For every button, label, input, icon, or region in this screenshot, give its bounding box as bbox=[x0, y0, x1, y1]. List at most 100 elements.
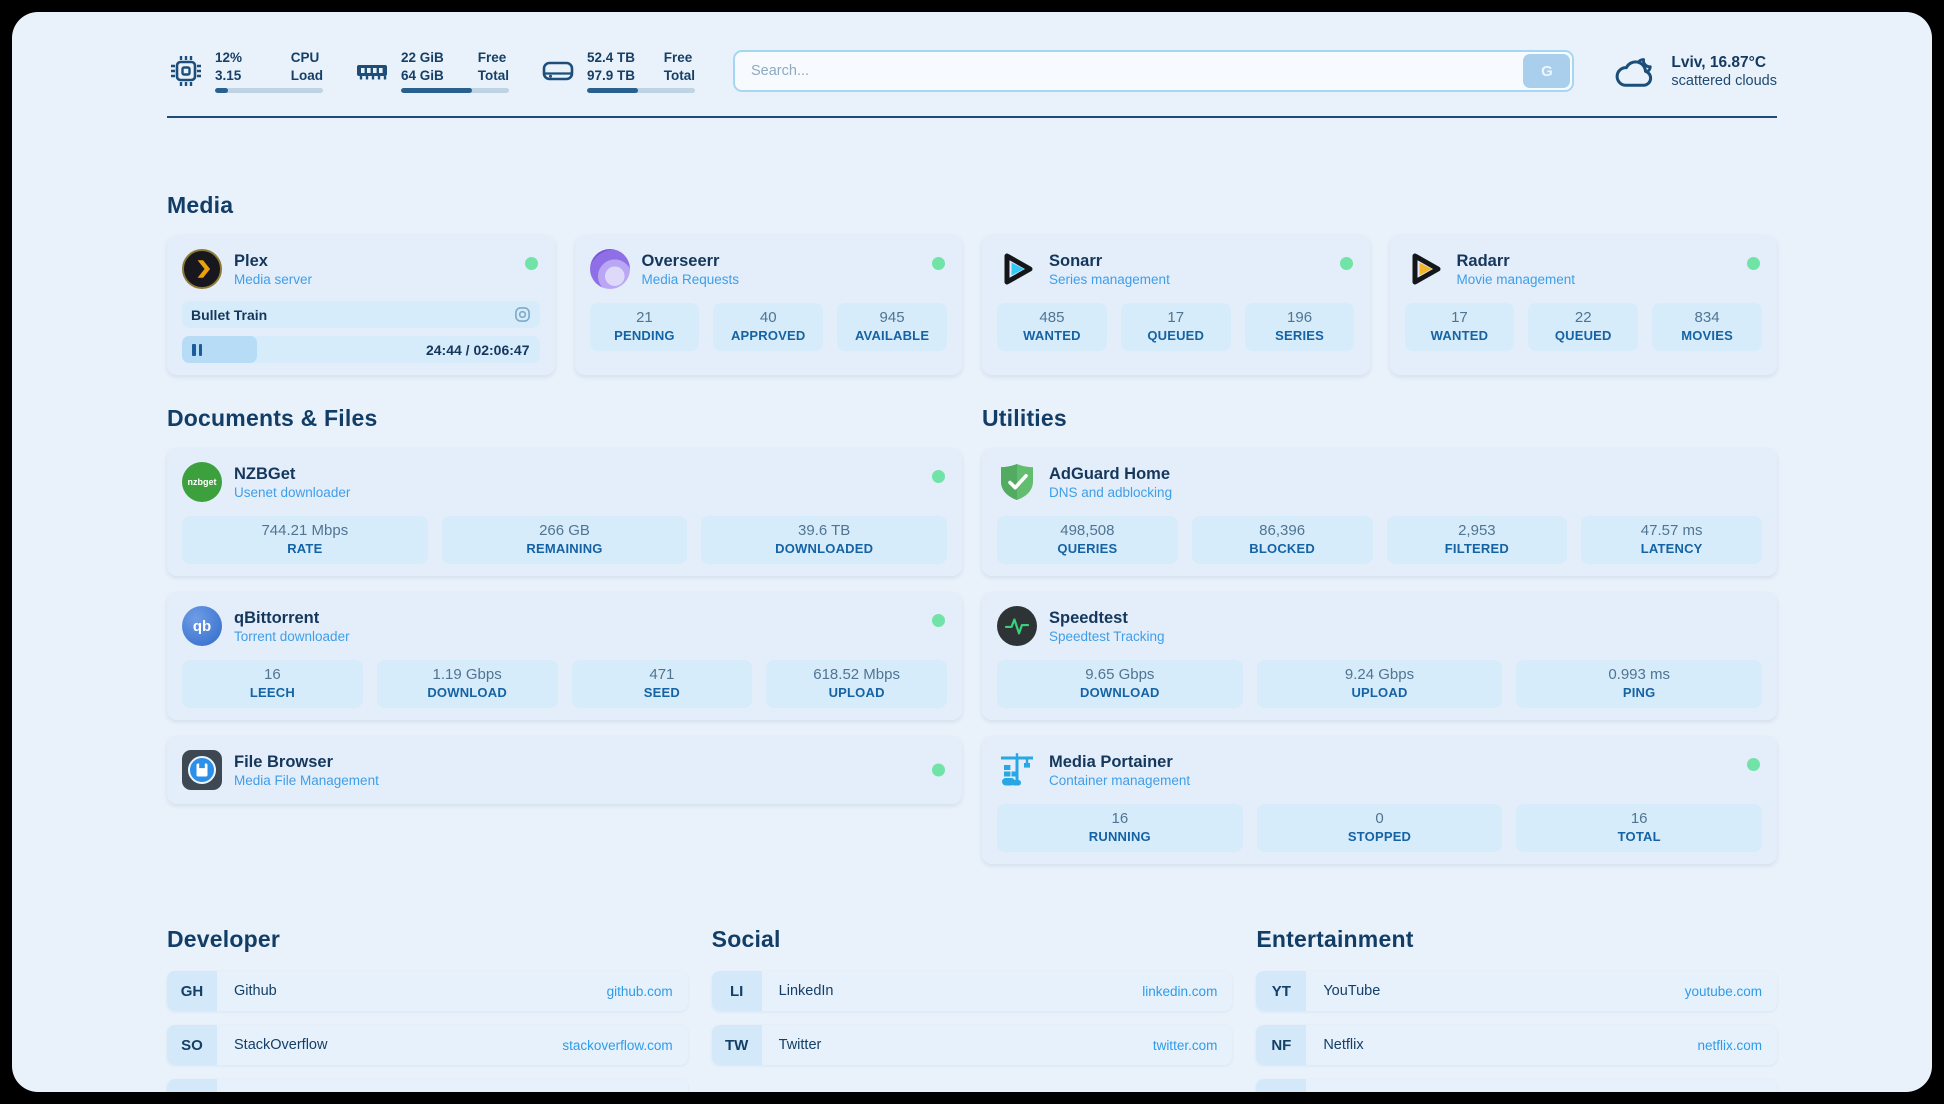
media-card-grid: Plex Media server Bullet Train 24:44 / 0… bbox=[167, 235, 1777, 375]
bookmark-name: Reddit bbox=[1323, 1091, 1365, 1092]
app-subtitle: Series management bbox=[1049, 272, 1170, 288]
bookmark-name: StackOverflow bbox=[234, 1037, 328, 1053]
cpu-progress-track bbox=[215, 88, 323, 94]
app-card-nzbget[interactable]: nzbget NZBGet Usenet downloader 744.21 M… bbox=[167, 448, 962, 576]
bookmarks-entertainment: Entertainment YT YouTube youtube.com NF … bbox=[1256, 926, 1777, 1092]
status-dot bbox=[932, 614, 945, 627]
stat-tile: 17 WANTED bbox=[1404, 303, 1515, 351]
app-subtitle: DNS and adblocking bbox=[1049, 485, 1173, 501]
bookmark-name: Github bbox=[234, 983, 277, 999]
app-card-plex[interactable]: Plex Media server Bullet Train 24:44 / 0… bbox=[167, 235, 555, 375]
app-title: Radarr bbox=[1456, 251, 1510, 270]
bookmark-url: linkedin.com bbox=[1142, 983, 1218, 999]
bookmark-netflix[interactable]: NF Netflix netflix.com bbox=[1256, 1025, 1777, 1065]
bookmark-name: Netflix bbox=[1323, 1037, 1364, 1053]
documents-column: Documents & Files nzbget NZBGet Usenet d… bbox=[167, 405, 962, 804]
speedtest-logo-icon bbox=[997, 606, 1037, 646]
app-card-qbittorrent[interactable]: qb qBittorrent Torrent downloader 16 LEE… bbox=[167, 592, 962, 720]
app-subtitle: Media File Management bbox=[234, 773, 379, 789]
playback-progress-bar[interactable]: 24:44 / 02:06:47 bbox=[182, 336, 540, 363]
disk-total-value: 97.9 TB bbox=[587, 67, 636, 83]
ram-widget: 22 GiB Free 64 GiB Total bbox=[353, 49, 509, 94]
qbittorrent-logo-icon: qb bbox=[182, 606, 222, 646]
bookmark-name: Twitter bbox=[778, 1037, 822, 1053]
stat-tile: 21 PENDING bbox=[589, 303, 700, 351]
overseerr-logo-icon bbox=[589, 249, 630, 289]
app-subtitle: Speedtest Tracking bbox=[1049, 629, 1165, 645]
bookmark-abbr: DT bbox=[167, 1079, 217, 1092]
stat-tile: 834 MOVIES bbox=[1652, 303, 1762, 351]
filebrowser-logo-icon bbox=[182, 750, 222, 790]
cpu-load-value: 3.15 bbox=[215, 67, 242, 83]
app-card-speedtest[interactable]: Speedtest Speedtest Tracking 9.65 Gbps D… bbox=[982, 592, 1777, 720]
bookmark-dev[interactable]: DT DEV dev.to bbox=[167, 1079, 688, 1092]
bookmark-linkedin[interactable]: LI LinkedIn linkedin.com bbox=[711, 971, 1233, 1011]
topbar-divider bbox=[167, 116, 1777, 118]
stat-tile: 0 STOPPED bbox=[1256, 804, 1503, 852]
stat-tile: 86,396 BLOCKED bbox=[1191, 516, 1373, 564]
app-title: NZBGet bbox=[234, 464, 296, 483]
cpu-usage-value: 12% bbox=[215, 49, 243, 65]
app-card-radarr[interactable]: Radarr Movie management 17 WANTED 22 QUE… bbox=[1389, 235, 1777, 375]
stat-tile: 16 LEECH bbox=[182, 660, 363, 708]
status-dot bbox=[932, 470, 945, 483]
bookmark-stackoverflow[interactable]: SO StackOverflow stackoverflow.com bbox=[167, 1025, 688, 1065]
bookmark-abbr: TW bbox=[711, 1025, 762, 1065]
stat-tile: 0.993 ms PING bbox=[1516, 660, 1763, 708]
app-card-filebrowser[interactable]: File Browser Media File Management bbox=[167, 736, 962, 804]
app-title: Media Portainer bbox=[1049, 752, 1173, 771]
stat-tile: 22 QUEUED bbox=[1528, 303, 1639, 351]
disk-progress-fill bbox=[587, 88, 638, 94]
ram-progress-track bbox=[401, 88, 509, 94]
stat-tile: 945 AVAILABLE bbox=[837, 303, 947, 351]
bookmark-github[interactable]: GH Github github.com bbox=[167, 971, 688, 1011]
stat-tile: 9.24 Gbps UPLOAD bbox=[1256, 660, 1503, 708]
ram-total-label: Total bbox=[477, 67, 509, 83]
utilities-column: Utilities AdGuard Home bbox=[982, 405, 1777, 864]
app-title: Speedtest bbox=[1049, 608, 1128, 627]
weather-condition: scattered clouds bbox=[1671, 73, 1777, 90]
pause-icon[interactable] bbox=[192, 343, 202, 356]
bookmark-twitter[interactable]: TW Twitter twitter.com bbox=[711, 1025, 1233, 1065]
app-subtitle: Media server bbox=[234, 272, 313, 288]
cloud-moon-icon bbox=[1612, 51, 1658, 91]
bookmark-abbr: LI bbox=[711, 971, 762, 1011]
bookmark-youtube[interactable]: YT YouTube youtube.com bbox=[1256, 971, 1777, 1011]
stat-tile: 1.19 Gbps DOWNLOAD bbox=[376, 660, 558, 708]
bookmark-name: YouTube bbox=[1323, 983, 1381, 999]
now-playing-row: Bullet Train bbox=[182, 301, 540, 328]
app-subtitle: Torrent downloader bbox=[234, 629, 350, 645]
app-card-overseerr[interactable]: Overseerr Media Requests 21 PENDING 40 A… bbox=[574, 235, 962, 375]
app-title: AdGuard Home bbox=[1049, 464, 1171, 483]
app-title: Overseerr bbox=[641, 251, 720, 270]
bookmark-url: stackoverflow.com bbox=[562, 1037, 673, 1053]
weather-location-temp: Lviv, 16.87°C bbox=[1671, 53, 1767, 71]
stat-tile: 618.52 Mbps UPLOAD bbox=[766, 660, 947, 708]
status-dot bbox=[1339, 257, 1353, 270]
ram-free-value: 22 GiB bbox=[401, 49, 444, 65]
app-card-portainer[interactable]: Media Portainer Container management 16 … bbox=[982, 736, 1777, 864]
app-subtitle: Usenet downloader bbox=[234, 485, 351, 501]
nzbget-logo-icon: nzbget bbox=[182, 462, 222, 502]
bookmark-abbr: YT bbox=[1256, 971, 1307, 1011]
app-card-sonarr[interactable]: Sonarr Series management 485 WANTED 17 Q… bbox=[982, 235, 1370, 375]
ram-free-label: Free bbox=[477, 49, 507, 65]
middle-two-column-zone: Documents & Files nzbget NZBGet Usenet d… bbox=[167, 405, 1777, 864]
disk-free-value: 52.4 TB bbox=[587, 49, 636, 65]
ram-icon bbox=[353, 52, 391, 90]
top-bar: 12% CPU 3.15 Load bbox=[167, 40, 1777, 102]
app-card-adguard[interactable]: AdGuard Home DNS and adblocking 498,508 … bbox=[982, 448, 1777, 576]
bookmark-reddit[interactable]: RE Reddit reddit.com bbox=[1256, 1079, 1777, 1092]
weather-widget: Lviv, 16.87°C scattered clouds bbox=[1612, 51, 1777, 91]
status-dot bbox=[932, 763, 945, 777]
app-title: Plex bbox=[234, 251, 268, 270]
stat-tile: 9.65 Gbps DOWNLOAD bbox=[997, 660, 1243, 708]
search-engine-button[interactable]: G bbox=[1523, 54, 1571, 88]
cpu-load-label: Load bbox=[290, 67, 323, 83]
search-input[interactable] bbox=[733, 50, 1575, 92]
stat-tile: 2,953 FILTERED bbox=[1386, 516, 1568, 564]
bookmark-url: dev.to bbox=[637, 1092, 673, 1093]
plex-logo-icon bbox=[182, 249, 222, 289]
sonarr-logo-icon bbox=[997, 249, 1037, 289]
stat-tile: 16 TOTAL bbox=[1516, 804, 1763, 852]
